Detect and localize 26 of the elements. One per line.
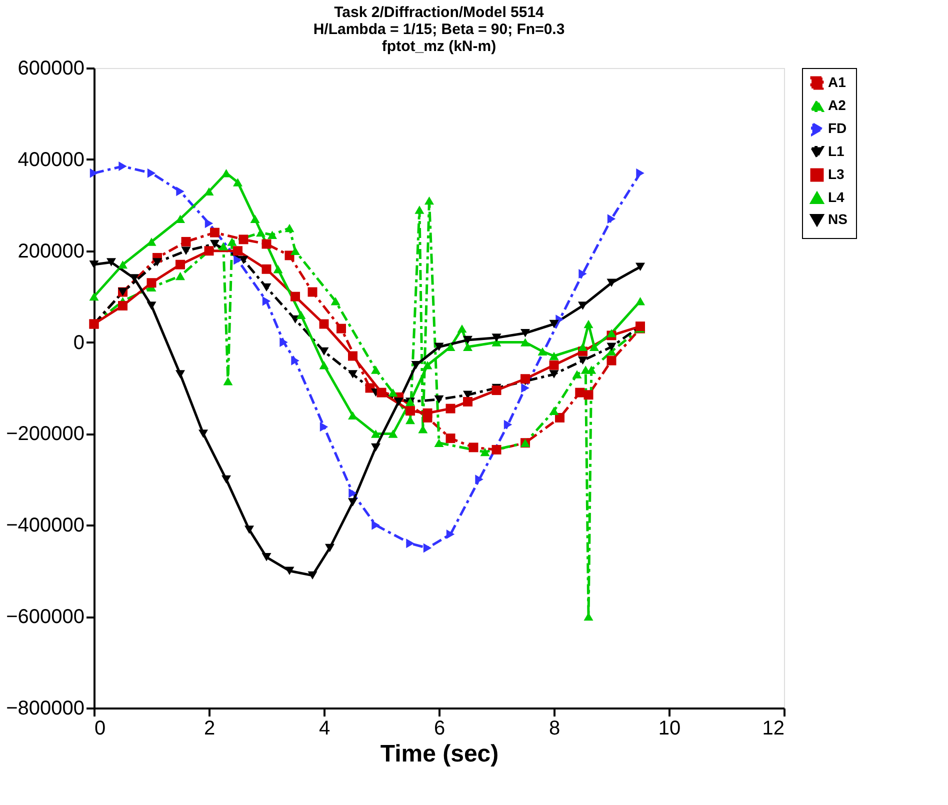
text: fptot_mz (kN-m) xyxy=(382,38,496,55)
legend-label: A1 xyxy=(828,74,846,90)
x-tick-label: 4 xyxy=(318,718,330,740)
legend-label: L1 xyxy=(828,143,845,159)
legend-label: NS xyxy=(828,211,848,227)
y-tick-label: 0 xyxy=(73,332,84,354)
x-tick-label: 6 xyxy=(434,718,446,740)
legend-label: A2 xyxy=(828,97,846,113)
x-tick-label: 2 xyxy=(204,718,216,740)
x-tick-label: 0 xyxy=(94,718,106,740)
legend-label: FD xyxy=(828,120,847,136)
y-tick-label: −400000 xyxy=(6,514,84,537)
x-tick-label: 10 xyxy=(658,718,681,740)
y-tick-label: −600000 xyxy=(6,606,84,628)
x-axis-title: Time (sec) xyxy=(380,740,499,768)
y-tick-label: −800000 xyxy=(6,698,84,720)
legend-label: L3 xyxy=(828,166,845,182)
text: H/Lambda = 1/15; Beta = 90; Fn=0.3 xyxy=(313,21,565,38)
y-tick-label: 200000 xyxy=(18,240,84,262)
y-tick-label: 400000 xyxy=(18,148,84,171)
legend-label: L4 xyxy=(828,189,845,205)
text: Task 2/Diffraction/Model 5514 xyxy=(334,4,544,21)
y-tick-label: 600000 xyxy=(18,58,84,80)
y-tick-label: −200000 xyxy=(6,423,84,446)
x-tick-label: 8 xyxy=(548,718,560,740)
x-tick-label: 12 xyxy=(762,718,784,740)
